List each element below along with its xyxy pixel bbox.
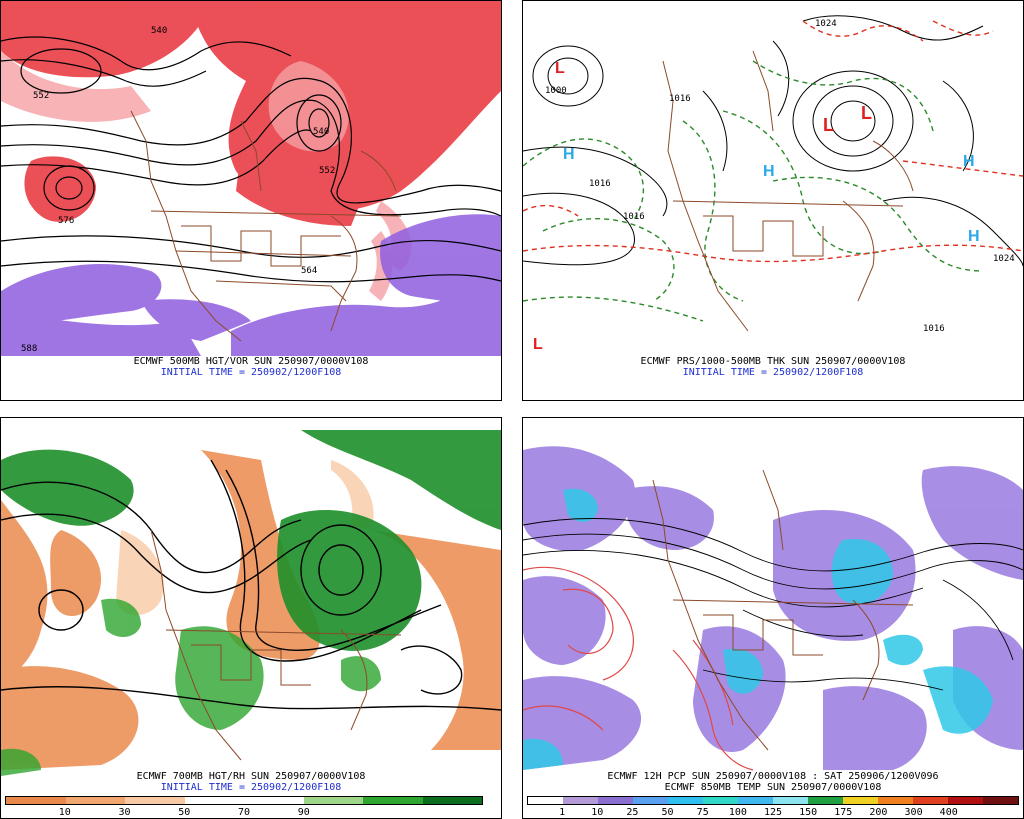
- svg-text:540: 540: [313, 127, 329, 137]
- colorbar-label: 100: [728, 807, 747, 818]
- svg-text:552: 552: [33, 91, 49, 101]
- colorbar-swatch: [65, 797, 125, 804]
- colorbar-swatch: [6, 797, 66, 804]
- colorbar-label: 175: [834, 807, 853, 818]
- colorbar-label: 150: [799, 807, 818, 818]
- precip-purple-fill: [523, 446, 1023, 770]
- precip-map: [523, 430, 1023, 776]
- colorbar-swatch: [773, 797, 808, 804]
- colorbar-swatch: [983, 797, 1018, 804]
- svg-text:H: H: [963, 153, 975, 170]
- pressure-labels: 1000 1016 1016 1024 1016 1024 1016: [545, 19, 1015, 334]
- colorbar-label: 30: [118, 807, 131, 818]
- colorbar-swatch: [528, 797, 563, 804]
- colorbar-swatch: [808, 797, 843, 804]
- svg-text:1016: 1016: [589, 179, 611, 189]
- colorbar-label: 10: [58, 807, 71, 818]
- country-borders: [662, 50, 914, 332]
- svg-text:H: H: [968, 228, 980, 245]
- height-contours: [1, 36, 501, 283]
- colorbar-label: 300: [904, 807, 923, 818]
- colorbar-swatch: [878, 797, 913, 804]
- caption-initial-time: INITIAL TIME = 250902/1200F108: [682, 367, 864, 378]
- svg-text:L: L: [823, 115, 834, 135]
- svg-text:540: 540: [151, 26, 167, 36]
- thickness-red: [523, 20, 1023, 263]
- caption-initial-time: INITIAL TIME = 250902/1200F108: [160, 367, 342, 378]
- colorbar-label: 50: [661, 807, 674, 818]
- colorbar-label: 400: [939, 807, 958, 818]
- svg-text:576: 576: [58, 216, 74, 226]
- colorbar-swatch: [184, 797, 244, 804]
- colorbar-label: 50: [178, 807, 191, 818]
- colorbar-swatch: [948, 797, 983, 804]
- colorbar-swatch: [843, 797, 878, 804]
- rh-green-scatter: [1, 598, 381, 776]
- colorbar-swatch: [913, 797, 948, 804]
- svg-text:1024: 1024: [993, 254, 1015, 264]
- caption-title: ECMWF PRS/1000-500MB THK SUN 250907/0000…: [640, 356, 906, 367]
- svg-text:L: L: [555, 60, 565, 77]
- vorticity-fill-purple: [1, 214, 501, 356]
- caption-title: ECMWF 500MB HGT/VOR SUN 250907/0000V108: [133, 356, 369, 367]
- svg-text:564: 564: [301, 266, 317, 276]
- rh-mid-fill: [116, 460, 374, 615]
- colorbar-swatch: [738, 797, 773, 804]
- colorbar-label: 25: [626, 807, 639, 818]
- svg-text:L: L: [533, 336, 543, 353]
- colorbar-swatch: [703, 797, 738, 804]
- colorbar-label: 90: [297, 807, 310, 818]
- height-labels: 540 552 576 540 552 564 588: [21, 26, 335, 354]
- thickness-green: [523, 60, 984, 322]
- panel-700mb-rh: ECMWF 700MB HGT/RH SUN 250907/0000V108 I…: [0, 417, 502, 819]
- caption-title: ECMWF 700MB HGT/RH SUN 250907/0000V108: [136, 771, 366, 782]
- colorbar-label: 125: [763, 807, 783, 818]
- panel-500mb-vorticity: 540 552 576 540 552 564 588 ECMWF 500MB …: [0, 0, 502, 401]
- colorbar-label: 75: [696, 807, 709, 818]
- caption-temp: ECMWF 850MB TEMP SUN 250907/0000V108: [664, 782, 882, 793]
- rh-colorbar: [5, 796, 483, 805]
- height-contours-700: [1, 459, 501, 711]
- rh-map: [1, 430, 501, 776]
- svg-text:1016: 1016: [669, 94, 691, 104]
- colorbar-swatch: [422, 797, 482, 804]
- pressure-map: 1000 1016 1016 1024 1016 1024 1016 L H H…: [523, 1, 1023, 356]
- svg-text:552: 552: [319, 166, 335, 176]
- svg-text:588: 588: [21, 344, 37, 354]
- colorbar-swatch: [633, 797, 668, 804]
- caption-title: ECMWF 12H PCP SUN 250907/0000V108 : SAT …: [607, 771, 939, 782]
- rh-colorbar-labels: 10 30 50 70 90: [5, 807, 483, 818]
- pressure-symbols: L H H L L H H L: [533, 60, 980, 353]
- caption-initial-time: INITIAL TIME = 250902/1200F108: [160, 782, 342, 793]
- colorbar-swatch: [598, 797, 633, 804]
- vorticity-map: 540 552 576 540 552 564 588: [1, 1, 501, 356]
- panel-pressure-thickness: 1000 1016 1016 1024 1016 1024 1016 L H H…: [522, 0, 1024, 401]
- svg-text:1000: 1000: [545, 86, 567, 96]
- colorbar-label: 70: [237, 807, 251, 818]
- rh-moist-fill: [1, 430, 501, 651]
- colorbar-label: 10: [591, 807, 604, 818]
- svg-text:L: L: [861, 103, 872, 123]
- colorbar-swatch: [363, 797, 423, 804]
- colorbar-swatch: [668, 797, 703, 804]
- svg-text:1024: 1024: [815, 19, 837, 29]
- colorbar-label: 200: [869, 807, 888, 818]
- panel-precip-temp: ECMWF 12H PCP SUN 250907/0000V108 : SAT …: [522, 417, 1024, 819]
- colorbar-swatch: [125, 797, 185, 804]
- svg-text:1016: 1016: [923, 324, 945, 334]
- colorbar-swatch: [244, 797, 304, 804]
- colorbar-swatch: [303, 797, 363, 804]
- country-borders: [150, 529, 402, 761]
- country-borders: [652, 469, 914, 751]
- precip-colorbar: [527, 796, 1019, 805]
- svg-text:H: H: [763, 163, 775, 180]
- svg-text:1016: 1016: [623, 212, 645, 222]
- precip-colorbar-labels: 1 10 25 50 75 100 125 150 175 200 300 400: [527, 807, 1019, 818]
- isobar-contours: [523, 15, 1023, 267]
- colorbar-label: 1: [559, 807, 566, 818]
- country-borders: [130, 110, 402, 342]
- colorbar-swatch: [563, 797, 598, 804]
- svg-text:H: H: [563, 146, 575, 163]
